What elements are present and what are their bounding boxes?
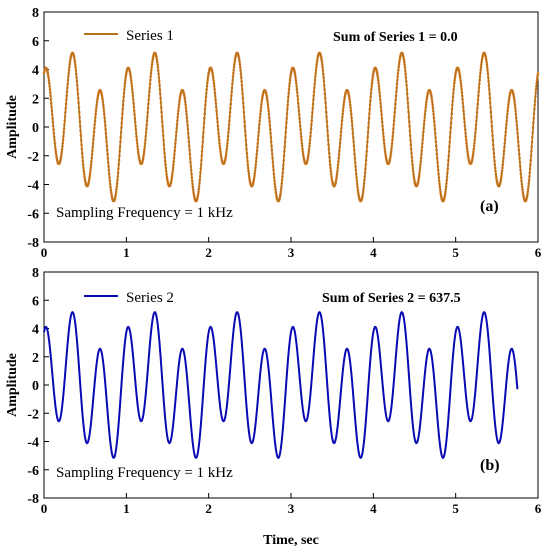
x-tick-label-b-1: 1 — [123, 501, 130, 516]
x-tick-label-a-3: 3 — [288, 245, 295, 260]
sampling-frequency-a: Sampling Frequency = 1 kHz — [56, 205, 233, 221]
panel-label-a: (a) — [480, 198, 499, 215]
y-tick-label-b-4: 0 — [32, 379, 39, 394]
y-tick-label-b-7: 6 — [32, 294, 39, 309]
x-tick-label-b-3: 3 — [288, 501, 295, 516]
y-tick-label-b-6: 4 — [32, 323, 39, 338]
y-tick-label-a-0: -8 — [27, 236, 39, 251]
x-axis-label: Time, sec — [263, 533, 319, 548]
y-tick-label-b-3: -2 — [27, 407, 39, 422]
y-axis-label-a: Amplitude — [5, 95, 20, 159]
y-tick-label-b-0: -8 — [27, 492, 39, 507]
x-tick-label-a-1: 1 — [123, 245, 130, 260]
y-axis-a: -8 -6 -4 -2 0 2 4 6 8 — [27, 6, 49, 251]
y-tick-label-a-7: 6 — [32, 35, 39, 50]
x-tick-label-a-4: 4 — [370, 245, 377, 260]
panel-a: -8 -6 -4 -2 0 2 4 6 8 0 1 2 3 4 5 6 Amplitude Series 1… — [5, 6, 542, 260]
panel-label-b: (b) — [480, 457, 500, 474]
x-tick-label-b-4: 4 — [370, 501, 377, 516]
x-tick-label-a-5: 5 — [452, 245, 459, 260]
sum-annotation-b: Sum of Series 2 = 637.5 — [322, 291, 461, 306]
x-axis-b: 0 1 2 3 4 5 6 — [41, 493, 542, 516]
y-tick-label-b-2: -4 — [27, 436, 39, 451]
y-tick-label-a-3: -2 — [27, 150, 39, 165]
legend-label-b: Series 2 — [126, 290, 174, 306]
y-tick-label-b-1: -6 — [27, 464, 39, 479]
series-2-line — [43, 311, 519, 459]
x-axis-a: 0 1 2 3 4 5 6 — [41, 237, 542, 260]
y-axis-b: -8 -6 -4 -2 0 2 4 6 8 — [27, 266, 49, 507]
x-tick-label-a-6: 6 — [535, 245, 542, 260]
x-tick-label-b-5: 5 — [452, 501, 459, 516]
sum-annotation-a: Sum of Series 1 = 0.0 — [333, 30, 458, 45]
y-tick-label-a-8: 8 — [32, 6, 39, 21]
x-tick-label-b-0: 0 — [41, 501, 48, 516]
sampling-frequency-b: Sampling Frequency = 1 kHz — [56, 465, 233, 481]
x-tick-label-a-2: 2 — [205, 245, 212, 260]
y-tick-label-a-4: 0 — [32, 121, 39, 136]
y-axis-label-b: Amplitude — [5, 353, 20, 417]
panel-b: -8 -6 -4 -2 0 2 4 6 8 0 1 2 3 4 5 6 Amplitude Series 2… — [5, 266, 542, 516]
y-tick-label-a-5: 2 — [32, 92, 39, 107]
x-tick-label-b-6: 6 — [535, 501, 542, 516]
y-tick-label-b-5: 2 — [32, 351, 39, 366]
y-tick-label-b-8: 8 — [32, 266, 39, 281]
legend-label-a: Series 1 — [126, 28, 174, 44]
x-tick-label-a-0: 0 — [41, 245, 48, 260]
series-1-line — [43, 51, 539, 203]
x-tick-label-b-2: 2 — [205, 501, 212, 516]
y-tick-label-a-6: 4 — [32, 64, 39, 79]
y-tick-label-a-1: -6 — [27, 207, 39, 222]
y-tick-label-a-2: -4 — [27, 179, 39, 194]
